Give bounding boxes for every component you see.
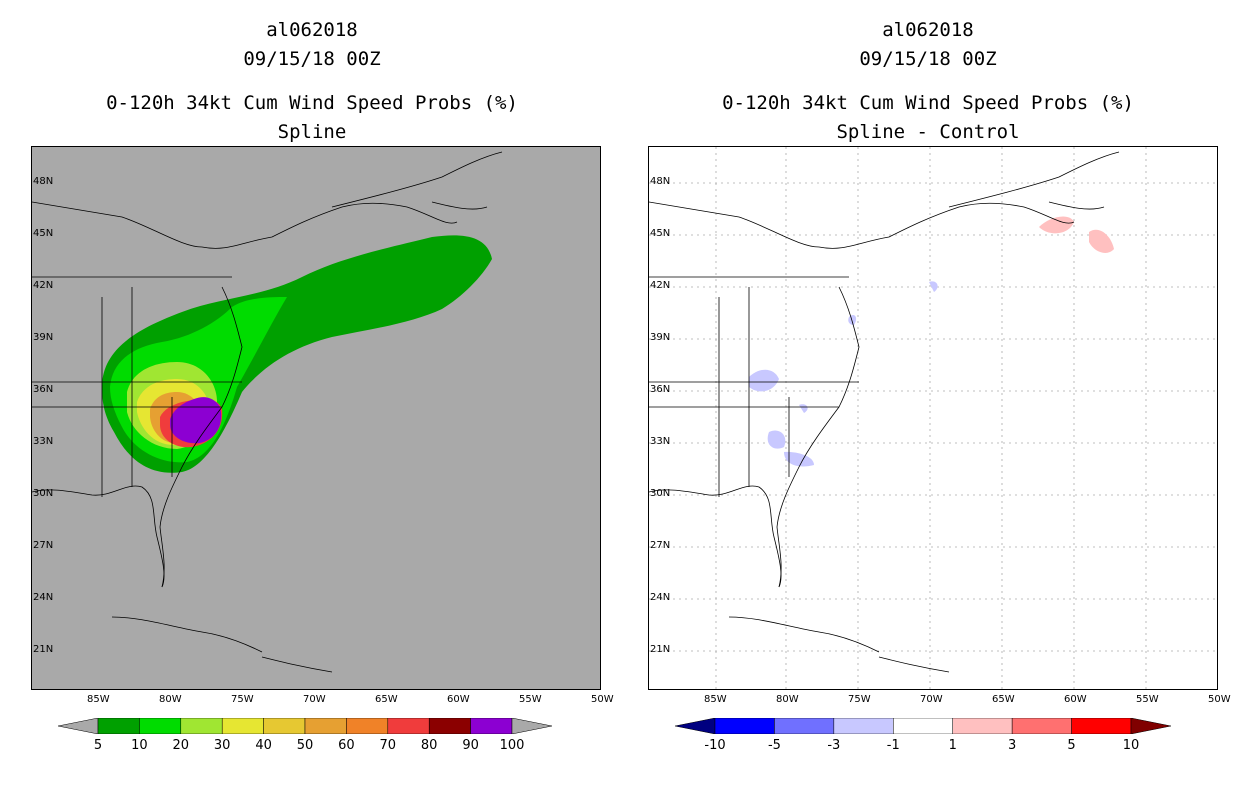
lon-label-80w: 80W	[159, 694, 182, 705]
colorbar-swatch-5	[263, 718, 306, 734]
colorbar-label: 10	[131, 738, 148, 753]
lat-label-33n: 33N	[33, 436, 54, 447]
colorbar-swatch-9	[428, 718, 471, 734]
colorbar-swatch-6	[1011, 718, 1072, 734]
lat-label-27n: 27N	[650, 540, 671, 551]
colorbar-swatch-6	[304, 718, 347, 734]
lat-label-36n: 36N	[33, 384, 54, 395]
colorbar-label: -3	[827, 738, 841, 753]
colorbar-label: 50	[296, 738, 314, 753]
right-gridlines	[649, 147, 1217, 689]
right-positive-diff	[1039, 216, 1114, 253]
colorbar-label: 5	[1067, 738, 1076, 753]
colorbar-swatch-7	[1071, 718, 1132, 734]
colorbar-swatch-3	[833, 718, 894, 734]
lat-label-36n: 36N	[650, 384, 671, 395]
colorbar-label: 90	[462, 738, 479, 753]
lat-label-30n: 30N	[33, 488, 54, 499]
lat-label-30n: 30N	[650, 488, 671, 499]
colorbar-label: 60	[338, 738, 355, 753]
colorbar-label: -1	[886, 738, 900, 753]
lat-label-42n: 42N	[33, 280, 54, 291]
colorbar-label: 10	[1122, 738, 1140, 753]
lat-label-21n: 21N	[650, 644, 671, 655]
lat-label-39n: 39N	[33, 332, 54, 343]
colorbar-swatch-0	[675, 718, 716, 734]
colorbar-label: 100	[499, 738, 525, 753]
colorbar-label: 80	[420, 738, 438, 753]
left-title-block: al062018 09/15/18 00Z 0-120h 34kt Cum Wi…	[32, 16, 592, 147]
right-negative-diff	[749, 281, 938, 467]
lon-label-70w: 70W	[303, 694, 326, 705]
colorbar-swatch-8	[387, 718, 430, 734]
lon-label-65w: 65W	[992, 694, 1015, 705]
colorbar-swatch-1	[714, 718, 775, 734]
lat-label-45n: 45N	[33, 228, 54, 239]
left-datetime: 09/15/18 00Z	[243, 48, 381, 70]
right-colorbar	[675, 718, 1171, 734]
colorbar-label: 5	[93, 738, 103, 753]
lat-label-48n: 48N	[650, 176, 671, 187]
lat-label-48n: 48N	[33, 176, 54, 187]
colorbar-swatch-8	[1130, 718, 1171, 734]
right-datetime: 09/15/18 00Z	[859, 48, 997, 70]
left-subtitle: Spline	[277, 121, 347, 143]
left-map	[31, 146, 601, 690]
colorbar-swatch-3	[180, 718, 223, 734]
colorbar-swatch-7	[346, 718, 389, 734]
lat-label-24n: 24N	[650, 592, 671, 603]
colorbar-swatch-1	[97, 718, 140, 734]
colorbar-label: 40	[255, 738, 272, 753]
lat-label-27n: 27N	[33, 540, 54, 551]
colorbar-swatch-0	[58, 718, 99, 734]
colorbar-swatch-10	[470, 718, 513, 734]
lon-label-65w: 65W	[375, 694, 398, 705]
colorbar-swatch-4	[221, 718, 264, 734]
lon-label-80w: 80W	[776, 694, 799, 705]
left-map-svg	[32, 151, 503, 673]
colorbar-label: -5	[767, 738, 781, 753]
right-storm-id: al062018	[882, 19, 974, 41]
left-colorbar	[58, 718, 552, 734]
lon-label-50w: 50W	[1208, 694, 1231, 705]
colorbar-label: 20	[172, 738, 190, 753]
right-subtitle: Spline - Control	[836, 121, 1020, 143]
lon-label-55w: 55W	[1136, 694, 1159, 705]
colorbar-swatch-2	[139, 718, 182, 734]
colorbar-label: 1	[948, 738, 957, 753]
left-storm-id: al062018	[266, 19, 358, 41]
colorbar-swatch-5	[952, 718, 1013, 734]
lon-label-75w: 75W	[231, 694, 254, 705]
right-coastlines	[649, 151, 1120, 673]
lat-label-33n: 33N	[650, 436, 671, 447]
lon-label-85w: 85W	[87, 694, 110, 705]
lat-label-42n: 42N	[650, 280, 671, 291]
right-map	[648, 146, 1218, 690]
prob-band-90-100	[170, 397, 222, 444]
lon-label-75w: 75W	[848, 694, 871, 705]
lat-label-21n: 21N	[33, 644, 54, 655]
lon-label-70w: 70W	[920, 694, 943, 705]
colorbar-label: -10	[704, 738, 726, 753]
left-product: 0-120h 34kt Cum Wind Speed Probs (%)	[106, 92, 518, 114]
colorbar-swatch-2	[774, 718, 835, 734]
colorbar-swatch-4	[893, 718, 953, 734]
colorbar-label: 30	[213, 738, 231, 753]
lat-label-45n: 45N	[650, 228, 671, 239]
right-product: 0-120h 34kt Cum Wind Speed Probs (%)	[722, 92, 1134, 114]
lon-label-60w: 60W	[447, 694, 470, 705]
lon-label-50w: 50W	[591, 694, 614, 705]
colorbar-swatch-11	[511, 718, 552, 734]
right-map-svg	[649, 147, 1217, 689]
colorbar-label: 70	[379, 738, 397, 753]
lon-label-85w: 85W	[704, 694, 727, 705]
lon-label-60w: 60W	[1064, 694, 1087, 705]
lat-label-39n: 39N	[650, 332, 671, 343]
lon-label-55w: 55W	[519, 694, 542, 705]
left-coastlines	[32, 151, 503, 673]
colorbar-label: 3	[1008, 738, 1017, 753]
right-title-block: al062018 09/15/18 00Z 0-120h 34kt Cum Wi…	[648, 16, 1208, 147]
lat-label-24n: 24N	[33, 592, 54, 603]
